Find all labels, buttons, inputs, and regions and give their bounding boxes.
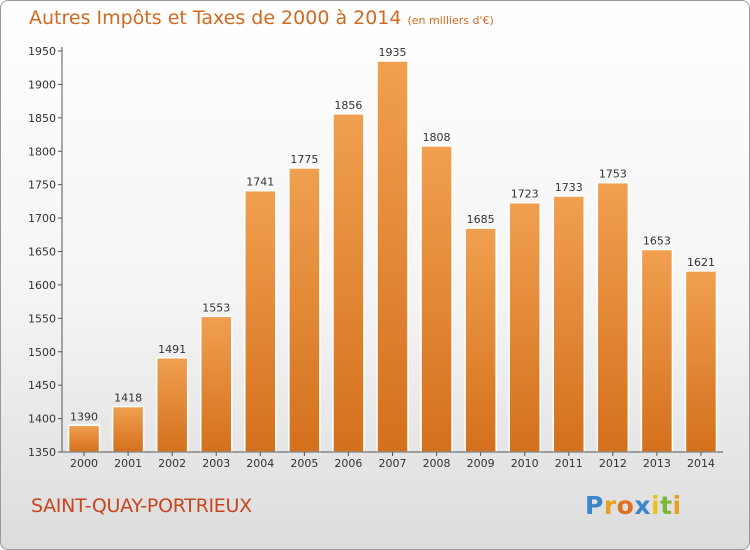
commune-name: SAINT-QUAY-PORTRIEUX — [31, 495, 252, 517]
value-label-2008: 1808 — [423, 131, 451, 144]
bar-2012 — [596, 181, 630, 453]
y-tick-label: 1700 — [28, 212, 56, 225]
x-tick-label-2004: 2004 — [246, 457, 274, 470]
y-tick-label: 1400 — [28, 413, 56, 426]
x-tick-label-2005: 2005 — [290, 457, 318, 470]
value-label-2010: 1723 — [511, 188, 539, 201]
y-tick-label: 1600 — [28, 279, 56, 292]
value-label-2007: 1935 — [379, 46, 407, 59]
value-label-2014: 1621 — [687, 256, 715, 269]
logo-letter: P — [585, 491, 604, 520]
x-tick-label-2007: 2007 — [379, 457, 407, 470]
x-tick-label-2001: 2001 — [114, 457, 142, 470]
x-tick-label-2012: 2012 — [599, 457, 627, 470]
bar-2014 — [684, 270, 718, 453]
x-tick-label-2011: 2011 — [555, 457, 583, 470]
bar-2001 — [111, 405, 145, 453]
bar-2008 — [420, 145, 453, 453]
bar-2010 — [508, 201, 541, 453]
value-label-2009: 1685 — [467, 213, 495, 226]
x-tick-label-2008: 2008 — [423, 457, 451, 470]
y-tick-label: 1950 — [28, 45, 56, 58]
y-tick-label: 1750 — [28, 179, 56, 192]
value-label-2001: 1418 — [114, 392, 142, 405]
value-label-2011: 1733 — [555, 181, 583, 194]
y-tick-label: 1900 — [28, 78, 56, 91]
logo-letter: x — [634, 491, 651, 520]
chart-title: Autres Impôts et Taxes de 2000 à 2014 (en… — [29, 7, 494, 29]
bar-2003 — [199, 315, 233, 453]
x-tick-label-2006: 2006 — [334, 457, 362, 470]
proxiti-logo: Proxiti — [585, 491, 682, 520]
bar-2000 — [67, 424, 101, 453]
bar-2004 — [244, 189, 277, 453]
value-label-2004: 1741 — [246, 176, 274, 189]
bar-2011 — [552, 195, 586, 453]
value-label-2013: 1653 — [643, 234, 671, 247]
bar-2002 — [155, 357, 189, 453]
logo-letter: r — [603, 491, 617, 520]
y-tick-label: 1550 — [28, 312, 56, 325]
x-tick-label-2013: 2013 — [643, 457, 671, 470]
y-tick-label: 1350 — [28, 446, 56, 459]
bar-2005 — [288, 167, 321, 453]
title-text: Autres Impôts et Taxes de 2000 à 2014 — [29, 7, 402, 29]
y-tick-label: 1500 — [28, 346, 56, 359]
y-tick-label: 1850 — [28, 112, 56, 125]
logo-letter: i — [651, 491, 661, 520]
value-label-2012: 1753 — [599, 168, 627, 181]
value-label-2003: 1553 — [202, 301, 230, 314]
x-tick-label-2003: 2003 — [202, 457, 230, 470]
y-tick-label: 1650 — [28, 246, 56, 259]
x-tick-label-2009: 2009 — [467, 457, 495, 470]
value-label-2005: 1775 — [290, 153, 318, 166]
y-tick-label: 1450 — [28, 379, 56, 392]
y-tick-label: 1800 — [28, 145, 56, 158]
x-tick-label-2002: 2002 — [158, 457, 186, 470]
bar-2009 — [464, 227, 497, 453]
unit-note: (en milliers d'€) — [407, 14, 494, 27]
bar-2013 — [640, 248, 674, 453]
logo-letter: i — [672, 491, 682, 520]
x-tick-label-2014: 2014 — [687, 457, 715, 470]
value-label-2002: 1491 — [158, 343, 186, 356]
value-label-2006: 1856 — [334, 99, 362, 112]
value-label-2000: 1390 — [70, 410, 98, 423]
x-tick-label-2010: 2010 — [511, 457, 539, 470]
logo-letter: o — [616, 491, 635, 520]
bar-2007 — [376, 60, 409, 453]
bar-2006 — [332, 113, 365, 453]
logo-letter: t — [660, 491, 673, 520]
x-tick-label-2000: 2000 — [70, 457, 98, 470]
